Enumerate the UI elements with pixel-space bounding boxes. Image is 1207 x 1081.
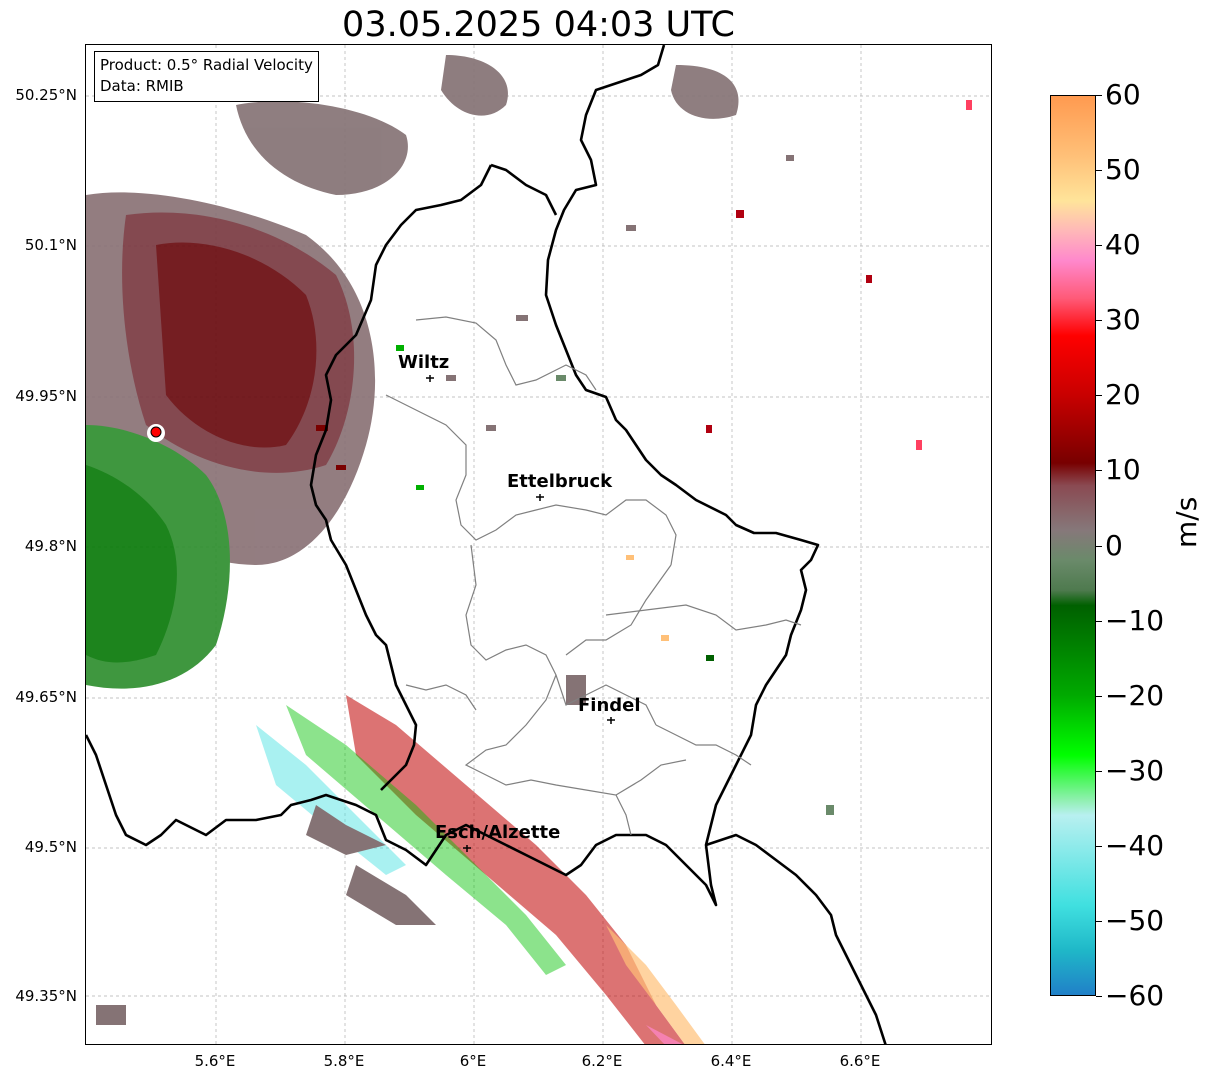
- product-info-box: Product: 0.5° Radial Velocity Data: RMIB: [94, 51, 319, 102]
- colorbar-tick-mark: [1096, 996, 1102, 997]
- data-source-label: Data: RMIB: [100, 77, 184, 95]
- colorbar-tick-mark: [1096, 545, 1102, 547]
- colorbar-tick-mark: [1096, 470, 1102, 472]
- lat-tick: 49.5°N: [24, 838, 77, 856]
- colorbar-tick-mark: [1096, 245, 1102, 247]
- colorbar-tick-mark: [1096, 620, 1102, 622]
- echo-band-southeast: [256, 695, 705, 1044]
- national-border-north: [490, 163, 558, 216]
- lon-tick: 6.6°E: [839, 1052, 881, 1070]
- map-title: 03.05.2025 04:03 UTC: [342, 5, 735, 45]
- city-markers: [426, 375, 615, 852]
- radar-echo-field: [86, 55, 739, 689]
- echo-speckles: [96, 100, 972, 1025]
- colorbar-tick-label: −10: [1105, 603, 1165, 637]
- city-label-wiltz: Wiltz: [398, 352, 449, 373]
- city-label-findel: Findel: [578, 695, 641, 716]
- lon-tick: 6.4°E: [710, 1052, 752, 1070]
- colorbar-tick-mark: [1096, 320, 1102, 322]
- colorbar-tick-mark: [1096, 170, 1102, 172]
- lon-tick: 6.2°E: [581, 1052, 623, 1070]
- national-border-east: [705, 833, 887, 1044]
- colorbar-tick-mark: [1096, 920, 1102, 922]
- lat-tick: 49.95°N: [15, 387, 77, 405]
- national-border: [86, 45, 820, 907]
- colorbar-tick-mark: [1096, 95, 1102, 96]
- colorbar-tick-label: −60: [1105, 979, 1165, 1012]
- radar-site-dot: [150, 426, 162, 438]
- map-canvas: Wiltz Ettelbruck Findel Esch/Alzette: [86, 45, 991, 1044]
- lat-tick: 49.65°N: [15, 688, 77, 706]
- lat-tick: 49.8°N: [24, 537, 77, 555]
- radar-map[interactable]: Wiltz Ettelbruck Findel Esch/Alzette: [85, 44, 992, 1045]
- canton-boundaries: [385, 316, 802, 836]
- colorbar-tick-label: −50: [1105, 903, 1165, 937]
- colorbar-tick-label: 30: [1105, 303, 1141, 337]
- colorbar-tick-label: −20: [1105, 678, 1165, 712]
- colorbar-tick-mark: [1096, 695, 1102, 697]
- colorbar-tick-label: 50: [1105, 153, 1141, 187]
- colorbar-tick-label: −40: [1105, 828, 1165, 862]
- colorbar-unit-label: m/s: [1170, 496, 1203, 548]
- city-label-esch-alzette: Esch/Alzette: [435, 822, 560, 843]
- radar-site-marker: [147, 424, 165, 442]
- city-label-ettelbruck: Ettelbruck: [507, 471, 613, 492]
- lat-tick: 50.1°N: [24, 236, 77, 254]
- lon-tick: 5.6°E: [194, 1052, 236, 1070]
- colorbar-tick-mark: [1096, 395, 1102, 397]
- lon-tick: 5.8°E: [323, 1052, 365, 1070]
- product-label: Product: 0.5° Radial Velocity: [100, 56, 313, 74]
- national-border-west: [309, 164, 493, 791]
- colorbar-tick-mark: [1096, 845, 1102, 847]
- colorbar-tick-label: 60: [1105, 78, 1141, 111]
- colorbar-tick-label: 0: [1105, 528, 1123, 562]
- colorbar-tick-label: 20: [1105, 378, 1141, 412]
- lon-tick: 6°E: [459, 1052, 487, 1070]
- colorbar-tick-label: 10: [1105, 453, 1141, 487]
- colorbar-tick-label: 40: [1105, 228, 1141, 262]
- colorbar-tick-mark: [1096, 770, 1102, 772]
- city-labels: Wiltz Ettelbruck Findel Esch/Alzette: [398, 352, 641, 843]
- colorbar-tick-label: −30: [1105, 753, 1165, 787]
- colorbar: [1050, 95, 1096, 996]
- lat-tick: 49.35°N: [15, 987, 77, 1005]
- lat-tick: 50.25°N: [15, 86, 77, 104]
